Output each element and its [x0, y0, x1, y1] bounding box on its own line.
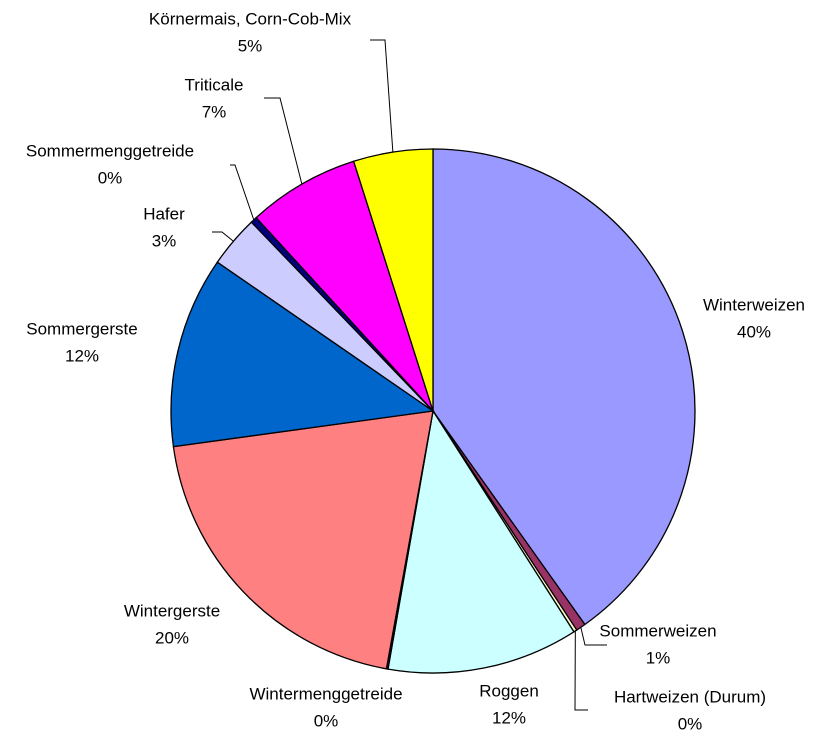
slice-value-label: 12% — [65, 346, 99, 365]
leader-line — [264, 97, 303, 185]
pie-slice — [387, 409, 575, 674]
leader-line — [230, 164, 255, 221]
slice-label: Sommergerste — [26, 319, 137, 338]
leader-line — [370, 39, 394, 153]
slice-value-label: 0% — [98, 168, 123, 187]
slice-value-label: 20% — [155, 628, 189, 647]
pie-slice — [432, 148, 696, 626]
leader-line — [574, 630, 588, 711]
slice-label: Roggen — [479, 681, 539, 700]
slice-label: Sommermenggetreide — [26, 141, 194, 160]
leader-line — [212, 231, 234, 242]
slice-value-label: 40% — [737, 322, 771, 341]
slice-label: Hafer — [143, 204, 185, 223]
pie-slice — [172, 410, 434, 670]
slice-value-label: 1% — [646, 648, 671, 667]
pie-slice — [170, 261, 435, 448]
slice-label: Wintermenggetreide — [249, 684, 402, 703]
slice-label: Triticale — [185, 75, 244, 94]
slice-label: Körnermais, Corn-Cob-Mix — [149, 9, 352, 28]
slice-value-label: 7% — [202, 102, 227, 121]
slice-value-label: 5% — [238, 36, 263, 55]
slice-label: Sommerweizen — [599, 621, 716, 640]
slice-value-label: 3% — [152, 231, 177, 250]
slice-value-label: 0% — [314, 711, 339, 730]
slice-value-label: 0% — [678, 714, 703, 733]
slice-label: Winterweizen — [703, 295, 805, 314]
slice-label: Wintergerste — [124, 601, 220, 620]
slice-label: Hartweizen (Durum) — [614, 687, 766, 706]
leader-line — [580, 627, 607, 646]
pie-slice — [255, 160, 434, 412]
pie-slice — [352, 148, 434, 412]
slice-value-label: 12% — [492, 708, 526, 727]
